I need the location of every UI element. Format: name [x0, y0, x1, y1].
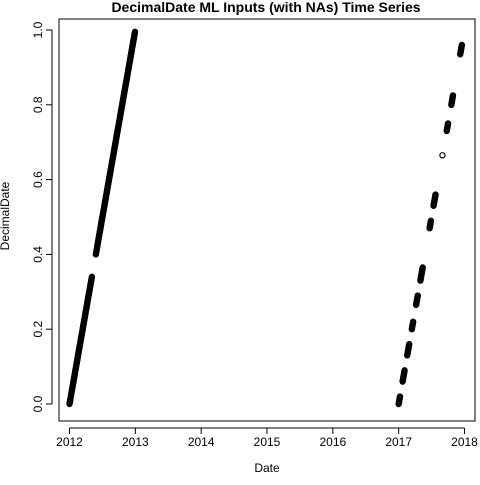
x-tick-label: 2014 — [188, 435, 215, 449]
data-point — [401, 367, 408, 374]
data-point — [419, 264, 426, 271]
data-point — [88, 273, 96, 281]
x-axis-label: Date — [254, 461, 280, 475]
x-tick-label: 2016 — [319, 435, 346, 449]
data-point — [409, 318, 417, 325]
data-point — [427, 217, 435, 224]
data-point — [449, 92, 457, 99]
data-points — [66, 28, 466, 408]
data-point — [432, 191, 439, 198]
x-tick-label: 2015 — [254, 435, 281, 449]
chart-title: DecimalDate ML Inputs (with NAs) Time Se… — [111, 0, 421, 15]
x-axis: 2012 2013 2014 2015 2016 2017 2018 — [56, 427, 478, 449]
y-axis-label: DecimalDate — [0, 181, 12, 251]
y-tick-label: 0.8 — [31, 96, 45, 113]
y-tick-label: 0.4 — [31, 246, 45, 263]
plot-frame — [58, 18, 476, 422]
y-tick-label: 0.6 — [31, 171, 45, 188]
x-tick-label: 2013 — [122, 435, 149, 449]
x-tick-label: 2012 — [56, 435, 83, 449]
data-point — [414, 292, 421, 299]
x-tick-label: 2018 — [451, 435, 478, 449]
data-point — [131, 28, 139, 36]
y-tick-label: 0.0 — [31, 395, 45, 412]
data-point — [458, 41, 466, 49]
data-point — [406, 340, 413, 348]
y-tick-label: 1.0 — [31, 21, 45, 38]
data-point — [439, 152, 446, 159]
y-tick-label: 0.2 — [31, 321, 45, 338]
data-point — [396, 393, 404, 400]
data-point — [444, 120, 452, 127]
x-tick-label: 2017 — [385, 435, 412, 449]
y-axis: 0.0 0.2 0.4 0.6 0.8 1.0 — [31, 21, 53, 412]
